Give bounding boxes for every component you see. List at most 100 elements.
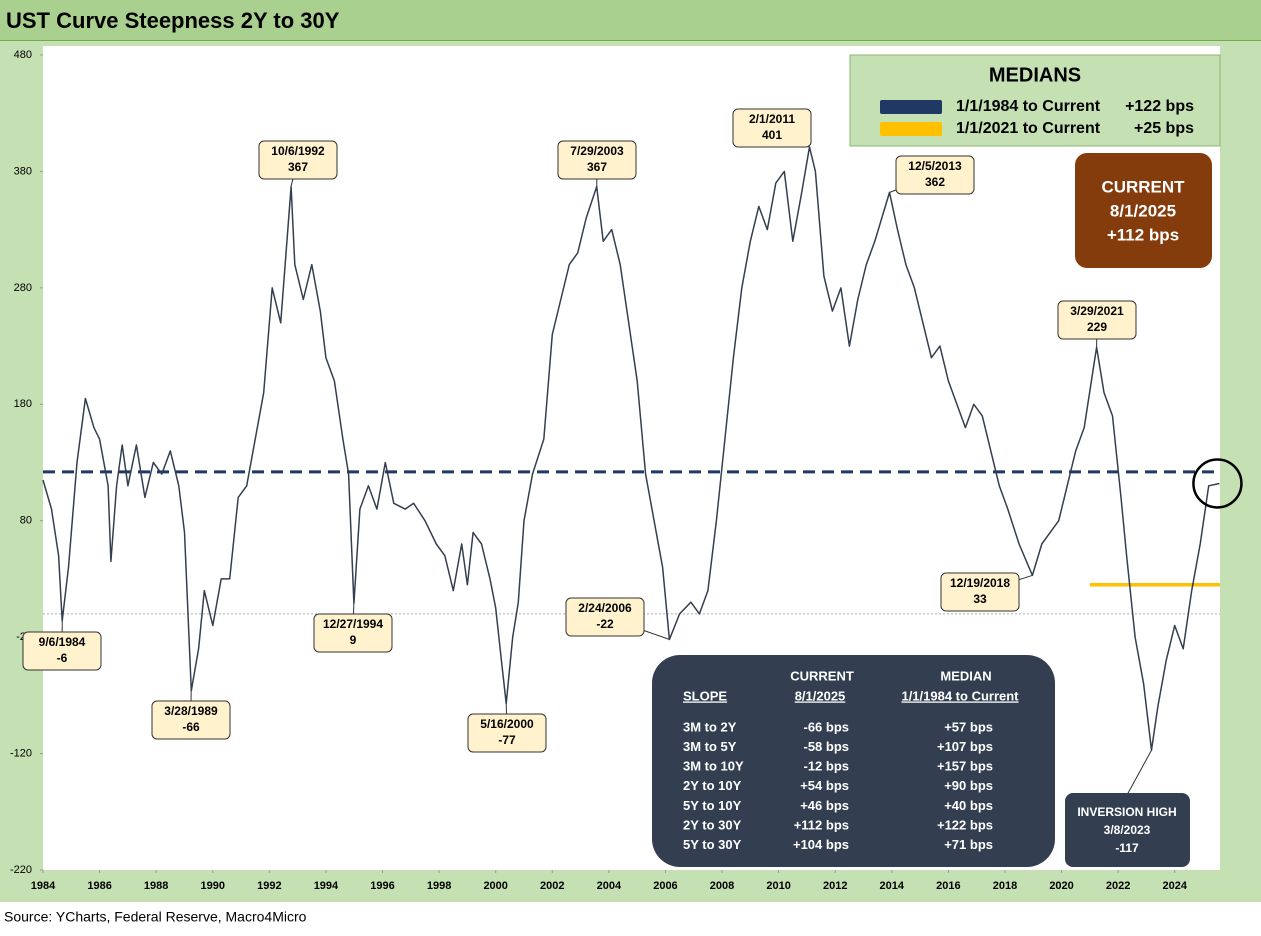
table-cell: 3M to 5Y (683, 739, 737, 754)
annotation-value: 401 (762, 128, 782, 142)
current-highlight (1192, 458, 1243, 509)
legend-value: +122 bps (1125, 98, 1194, 115)
annotation-box (151, 700, 231, 740)
table-cell: +46 bps (800, 798, 849, 813)
series-line (42, 146, 1220, 751)
annotation-box (313, 613, 393, 653)
table-cell: +71 bps (944, 837, 993, 852)
x-tick-label: 1990 (201, 880, 225, 892)
annotation-date: 2/24/2006 (578, 601, 632, 615)
annotation-box (22, 631, 102, 671)
annotation-box (467, 713, 547, 753)
y-tick-label: -120 (10, 747, 32, 759)
x-tick-label: 1984 (31, 880, 56, 892)
annotation-date: 12/19/2018 (950, 576, 1010, 590)
x-tick-label: 1992 (257, 880, 281, 892)
table-cell: 3M to 2Y (683, 719, 737, 734)
annotation: 12/19/2018 33 (940, 572, 1033, 612)
annotation-value: -66 (182, 720, 200, 734)
x-tick-label: 2002 (540, 880, 564, 892)
table-header: SLOPE (683, 688, 727, 703)
title-bar (0, 0, 1261, 40)
legend-label: 1/1/1984 to Current (956, 98, 1101, 115)
slope-table-box (652, 655, 1055, 867)
x-tick-label: 2018 (993, 880, 1017, 892)
annotation-date: 9/6/1984 (39, 635, 86, 649)
table-cell: +157 bps (937, 759, 993, 774)
y-tick-label: -220 (10, 864, 32, 876)
chart-title: UST Curve Steepness 2Y to 30Y (6, 8, 340, 33)
annotation: 12/5/2013 362 (889, 155, 975, 195)
annotation-date: 2/1/2011 (749, 112, 795, 126)
current-date: 8/1/2025 (1110, 201, 1176, 220)
current-title: CURRENT (1101, 177, 1185, 196)
source-note: Source: YCharts, Federal Reserve, Macro4… (4, 909, 307, 925)
x-tick-label: 2000 (483, 880, 507, 892)
annotation: 9/6/1984 -6 (22, 620, 102, 671)
table-cell: -66 bps (803, 719, 849, 734)
table-header: 1/1/1984 to Current (901, 688, 1019, 703)
table-cell: -12 bps (803, 759, 849, 774)
x-tick-label: 2014 (880, 880, 905, 892)
legend-swatch (880, 122, 942, 136)
current-value-label: +112 bps (1107, 225, 1179, 244)
annotation: 2/1/2011 401 (732, 108, 812, 148)
table-cell: +40 bps (944, 798, 993, 813)
y-tick-label: 180 (14, 398, 32, 410)
x-tick-label: 2006 (653, 880, 677, 892)
annotation-value: 367 (288, 160, 308, 174)
legend-value: +25 bps (1134, 120, 1194, 137)
annotation-value: -22 (596, 617, 614, 631)
annotation-date: 12/5/2013 (908, 159, 962, 173)
annotation-box (1057, 300, 1137, 340)
x-tick-label: 2022 (1106, 880, 1130, 892)
table-cell: +122 bps (937, 817, 993, 832)
annotation-value: 229 (1087, 320, 1107, 334)
x-tick-label: 1988 (144, 880, 168, 892)
annotation-box (258, 140, 338, 180)
legend-label: 1/1/2021 to Current (956, 120, 1101, 137)
medians-title: MEDIANS (989, 64, 1081, 86)
table-cell: 5Y to 30Y (683, 837, 742, 852)
table-cell: -58 bps (803, 739, 849, 754)
annotation-date: 7/29/2003 (570, 144, 624, 158)
x-tick-label: 2024 (1162, 880, 1187, 892)
table-cell: 2Y to 30Y (683, 817, 742, 832)
x-tick-label: 1998 (427, 880, 451, 892)
x-tick-label: 2010 (766, 880, 790, 892)
y-tick-label: 280 (14, 282, 32, 294)
annotation: 7/29/2003 367 (557, 140, 637, 187)
table-cell: +104 bps (793, 837, 849, 852)
y-tick-label: 380 (14, 165, 32, 177)
table-cell: +54 bps (800, 778, 849, 793)
annotation-value: 362 (925, 175, 945, 189)
table-cell: 2Y to 10Y (683, 778, 742, 793)
x-tick-label: 2012 (823, 880, 847, 892)
annotation-date: 3/28/1989 (164, 704, 218, 718)
table-cell: 3M to 10Y (683, 759, 744, 774)
inversion-title: INVERSION HIGH (1077, 805, 1176, 819)
table-cell: +112 bps (794, 817, 849, 832)
current-box (1075, 153, 1212, 268)
annotation-box (940, 572, 1020, 612)
inversion-box (1065, 793, 1190, 867)
x-tick-label: 1996 (370, 880, 394, 892)
table-cell: +107 bps (937, 739, 993, 754)
x-tick-label: 1994 (314, 880, 339, 892)
inversion-leader (1126, 749, 1152, 796)
legend-swatch (880, 100, 942, 114)
x-tick-label: 1986 (87, 880, 111, 892)
table-cell: +57 bps (944, 719, 993, 734)
x-tick-label: 2016 (936, 880, 960, 892)
inversion-date: 3/8/2023 (1104, 823, 1151, 837)
annotation-box (895, 155, 975, 195)
y-tick-label: 80 (20, 515, 32, 527)
annotation: 10/6/1992 367 (258, 140, 338, 187)
annotation-date: 5/16/2000 (480, 717, 534, 731)
annotation: 12/27/1994 9 (313, 603, 393, 653)
table-header: CURRENT (790, 668, 854, 683)
annotation-date: 12/27/1994 (323, 617, 383, 631)
inversion-value: -117 (1115, 841, 1139, 855)
table-cell: 5Y to 10Y (683, 798, 742, 813)
table-cell: +90 bps (944, 778, 993, 793)
